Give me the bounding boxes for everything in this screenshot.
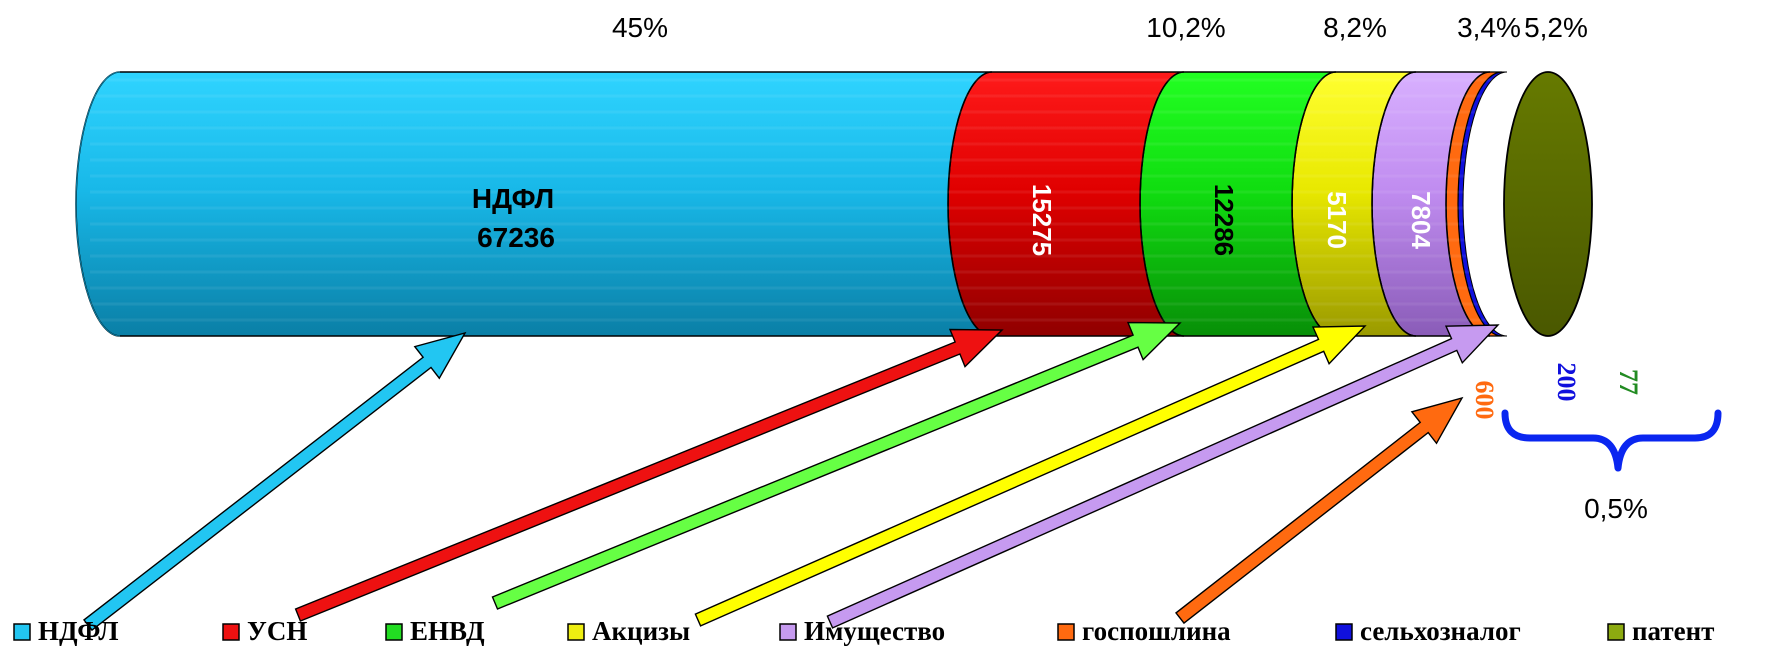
percent-label-1: 45% — [612, 12, 668, 43]
arrow-envd — [491, 321, 1182, 610]
data-label-7: 200 — [1552, 363, 1581, 402]
legend-label: ЕНВД — [410, 616, 485, 646]
legend-label: госпошлина — [1082, 616, 1231, 646]
data-label-6: 600 — [1470, 381, 1499, 420]
legend-swatch — [1057, 623, 1075, 641]
data-label-1: 67236 — [477, 222, 555, 253]
legend-item-5: Имущество — [779, 616, 945, 646]
legend-label: Имущество — [804, 616, 945, 646]
legend-swatch — [222, 623, 240, 641]
percent-label-3: 8,2% — [1323, 12, 1387, 43]
legend-item-6: госпошлина — [1057, 616, 1231, 646]
data-label-8: 77 — [1614, 369, 1643, 395]
legend-item-1: НДФЛ — [13, 616, 119, 646]
legend-swatch — [385, 623, 403, 641]
arrow-imushchestvo — [826, 324, 1500, 629]
legend-swatch — [567, 623, 585, 641]
legend-swatch — [13, 623, 31, 641]
data-label-4: 5170 — [1322, 191, 1352, 249]
legend-item-8: патент — [1607, 616, 1714, 646]
legend-item-7: сельхозналог — [1335, 616, 1521, 646]
legend-label: УСН — [247, 616, 307, 646]
arrow-ndfl — [83, 331, 467, 632]
cylinder-left-edge — [75, 71, 121, 337]
legend-swatch — [779, 623, 797, 641]
arrow-usn — [294, 328, 1004, 622]
legend-item-3: ЕНВД — [385, 616, 485, 646]
legend-label: НДФЛ — [38, 616, 119, 646]
small-group-brace — [1501, 409, 1722, 472]
bar-label-ndfl: НДФЛ — [472, 183, 554, 214]
bar-8 — [1503, 71, 1593, 337]
small-group-percent: 0,5% — [1584, 493, 1648, 524]
data-label-2: 15275 — [1027, 184, 1057, 256]
percent-label-2: 10,2% — [1146, 12, 1225, 43]
legend-item-4: Акцизы — [567, 616, 690, 646]
legend-label: Акцизы — [592, 616, 690, 646]
data-label-3: 12286 — [1209, 184, 1239, 256]
legend-label: сельхозналог — [1360, 616, 1521, 646]
data-label-5: 7804 — [1406, 191, 1436, 249]
percent-label-5: 5,2% — [1524, 12, 1588, 43]
percent-label-4: 3,4% — [1457, 12, 1521, 43]
arrow-gosposhlina — [1175, 396, 1464, 625]
legend-label: патент — [1632, 616, 1714, 646]
legend-swatch — [1607, 623, 1625, 641]
arrow-akcizy — [694, 325, 1367, 627]
legend-swatch — [1335, 623, 1353, 641]
legend-item-2: УСН — [222, 616, 307, 646]
